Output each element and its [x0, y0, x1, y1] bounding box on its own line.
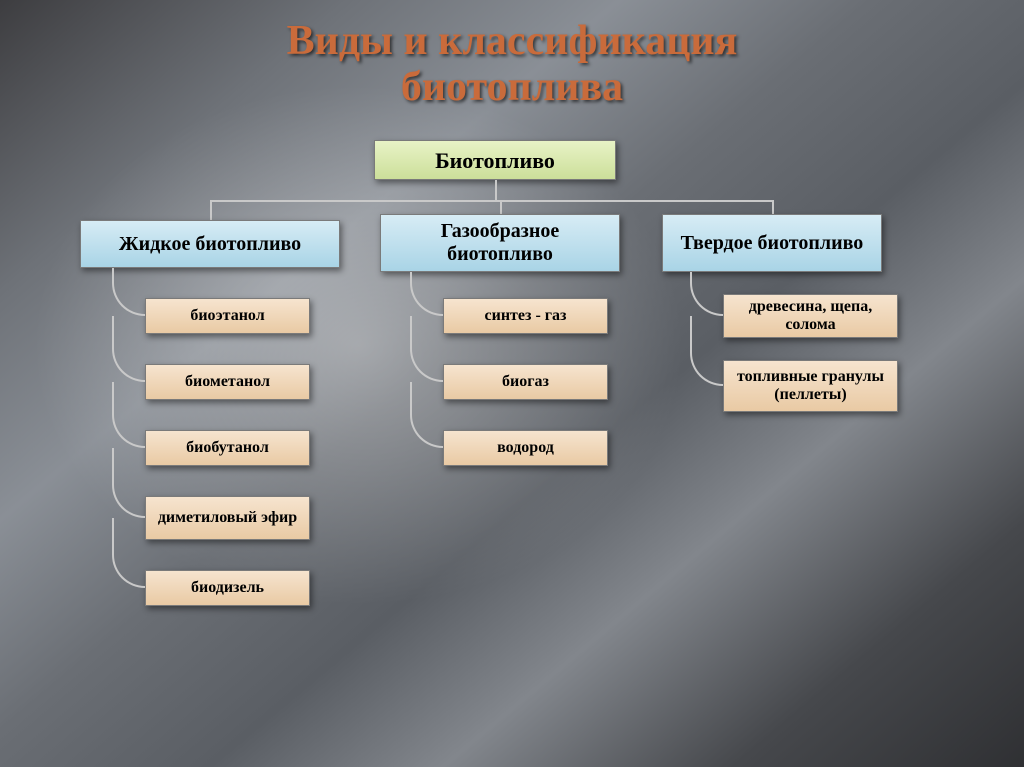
leaf-gas-2: водород [443, 430, 608, 466]
connector [772, 200, 774, 214]
connector-elbow [410, 316, 443, 382]
connector-elbow [410, 272, 443, 316]
title-line-1: Виды и классификация [287, 18, 738, 64]
leaf-gas-1: биогаз [443, 364, 608, 400]
leaf-liquid-1: биометанол [145, 364, 310, 400]
connector [210, 200, 212, 220]
category-liquid: Жидкое биотопливо [80, 220, 340, 268]
hierarchy-chart: Биотопливо Жидкое биотопливо биоэтанол биом… [0, 110, 1024, 730]
connector [500, 200, 502, 214]
connector [210, 200, 774, 202]
leaf-gas-0: синтез - газ [443, 298, 608, 334]
root-node: Биотопливо [374, 140, 616, 180]
connector [495, 180, 497, 200]
leaf-solid-1: топливные гранулы (пеллеты) [723, 360, 898, 412]
title-line-2: биотоплива [401, 64, 623, 110]
connector-elbow [410, 382, 443, 448]
category-solid: Твердое биотопливо [662, 214, 882, 272]
leaf-liquid-4: биодизель [145, 570, 310, 606]
connector-elbow [112, 268, 145, 316]
slide-title: Виды и классификация биотоплива [0, 0, 1024, 110]
leaf-solid-0: древесина, щепа, солома [723, 294, 898, 338]
leaf-liquid-2: биобутанол [145, 430, 310, 466]
connector-elbow [112, 382, 145, 448]
connector-elbow [112, 518, 145, 588]
category-gas: Газообразное биотопливо [380, 214, 620, 272]
connector-elbow [112, 316, 145, 382]
leaf-liquid-0: биоэтанол [145, 298, 310, 334]
leaf-liquid-3: диметиловый эфир [145, 496, 310, 540]
connector-elbow [690, 316, 723, 386]
connector-elbow [112, 448, 145, 518]
connector-elbow [690, 272, 723, 316]
